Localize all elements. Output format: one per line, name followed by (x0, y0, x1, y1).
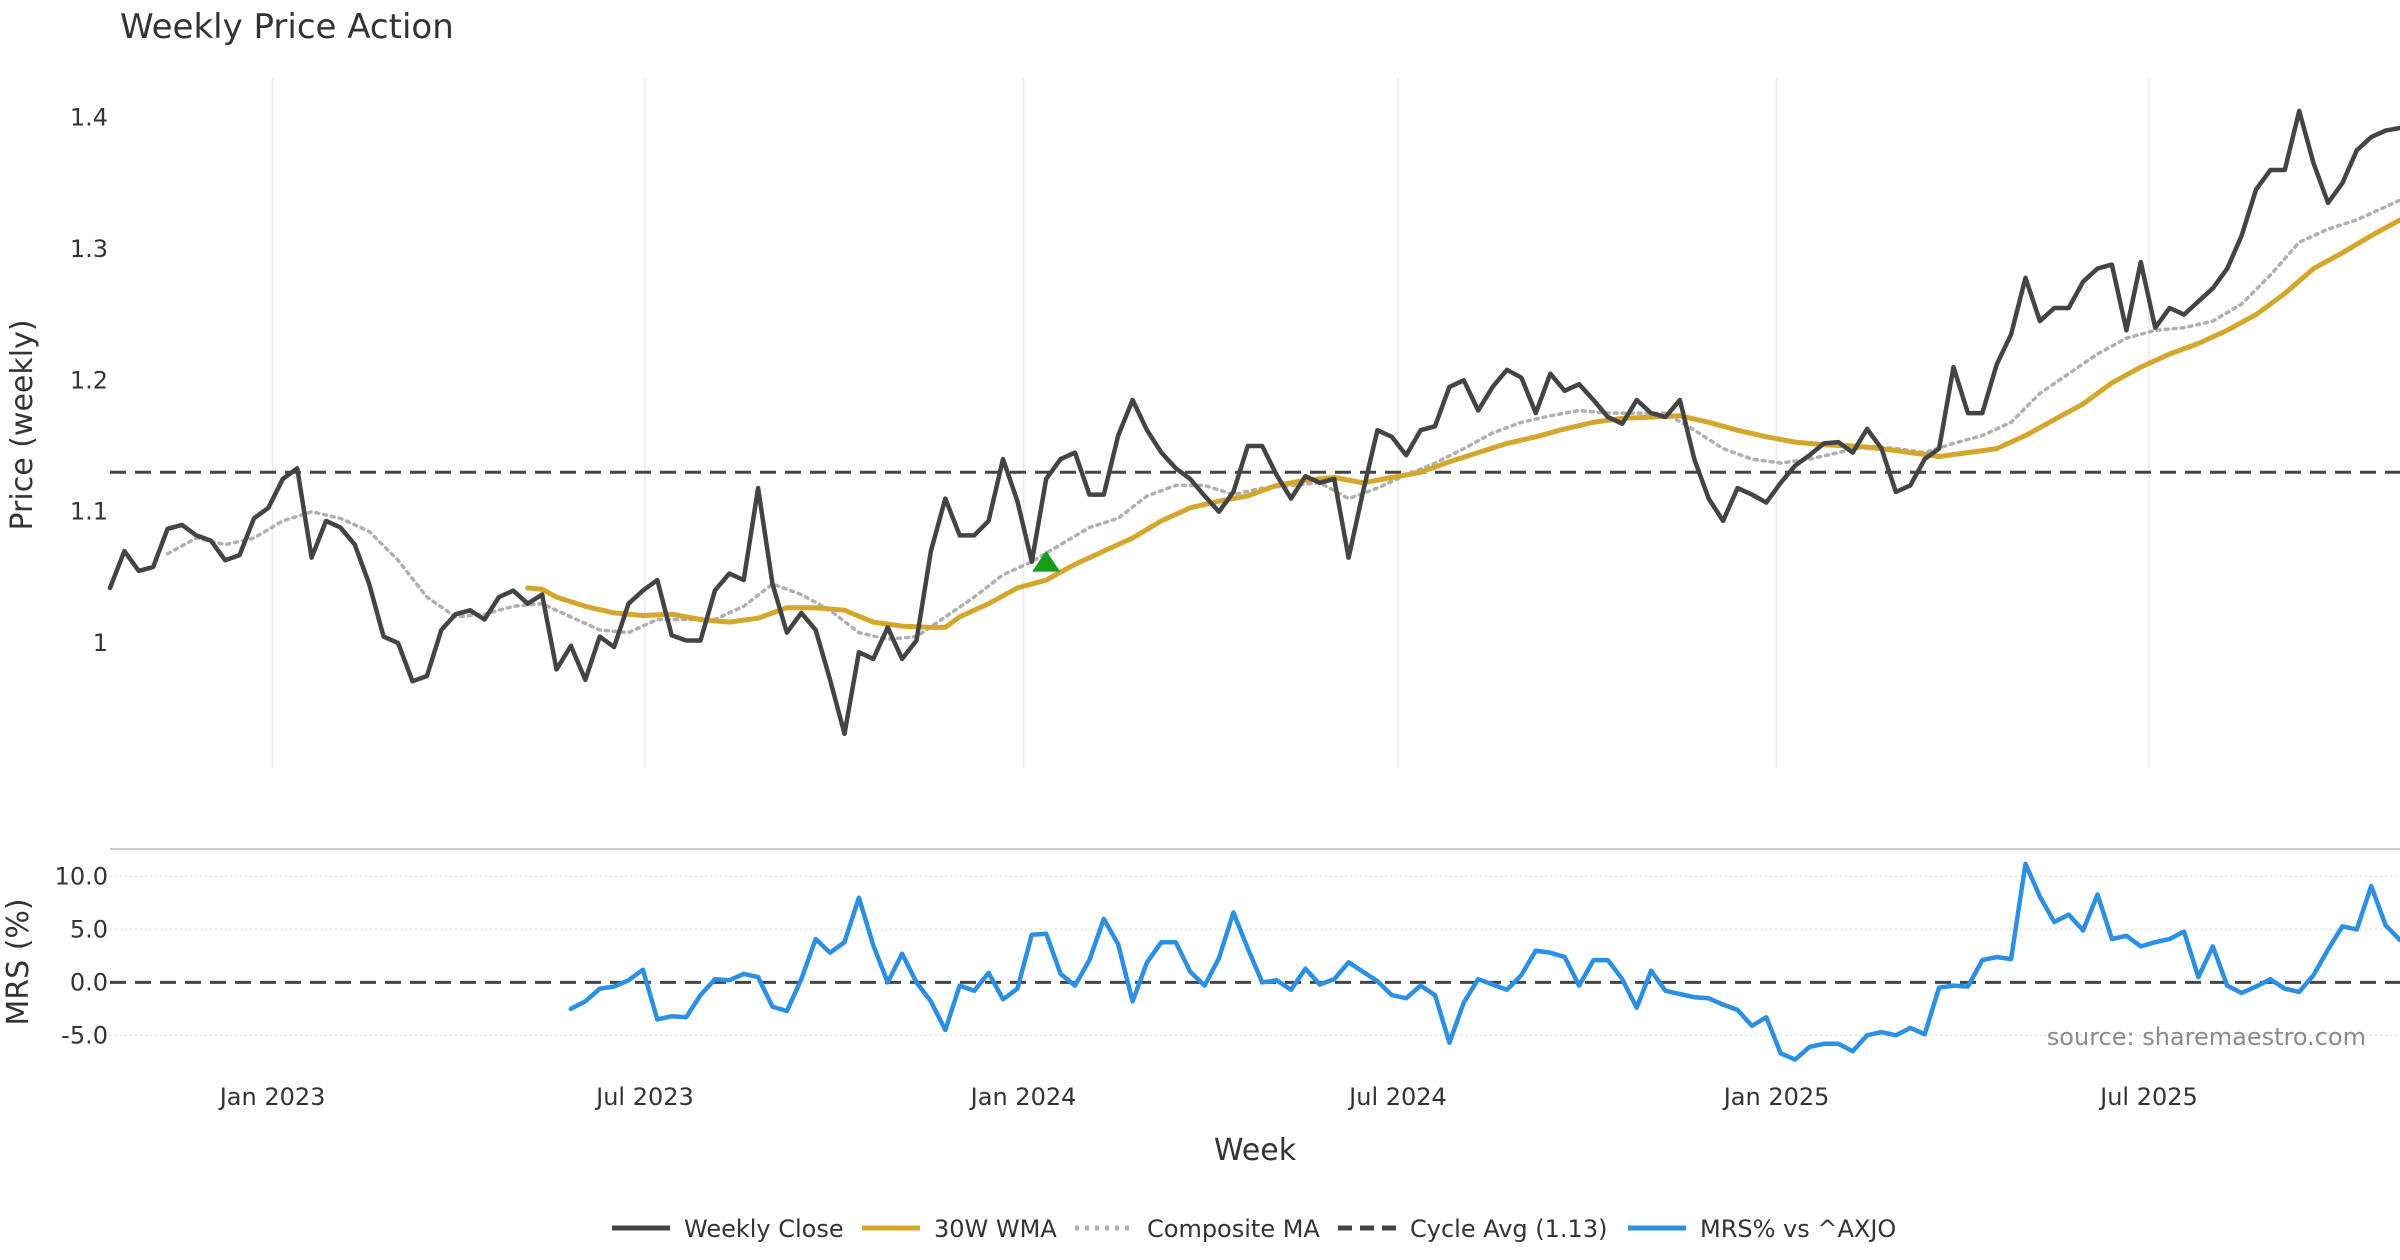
legend-item-mrs-vs-axjo: MRS% vs ^AXJO (1628, 1215, 1896, 1243)
mrs-y-tick-label: 5.0 (70, 915, 108, 943)
x-tick-label: Jul 2023 (594, 1083, 694, 1111)
mrs-y-tick-label: 0.0 (70, 968, 108, 996)
chart-title: Weekly Price Action (120, 7, 454, 47)
series-composite-ma (165, 198, 2400, 641)
legend-label: Cycle Avg (1.13) (1410, 1215, 1607, 1243)
price-series-group (107, 108, 2400, 737)
price-y-axis-label: Price (weekly) (5, 319, 40, 530)
x-tick-label: Jan 2025 (1722, 1083, 1830, 1111)
x-tick-label: Jul 2025 (2098, 1083, 2198, 1111)
series-30w-wma (525, 217, 2400, 630)
legend-label: 30W WMA (934, 1215, 1057, 1243)
x-tick-label: Jan 2023 (218, 1083, 326, 1111)
legend-item-30w-wma: 30W WMA (862, 1215, 1057, 1243)
price-grid (271, 78, 2150, 768)
x-tick-label: Jan 2024 (969, 1083, 1077, 1111)
price-y-tick-label: 1.2 (70, 366, 108, 394)
mrs-grid (110, 875, 2400, 1037)
mrs-y-ticks: -5.0 0.0 5.0 10.0 (55, 863, 108, 1050)
mrs-y-axis-label: MRS (%) (1, 898, 36, 1025)
price-y-tick-label: 1 (93, 629, 108, 657)
mrs-panel: -5.0 0.0 5.0 10.0 MRS (%) source: sharemaes… (1, 848, 2400, 1062)
source-annotation: source: sharemaestro.com (2047, 1023, 2366, 1051)
legend-label: Composite MA (1147, 1215, 1320, 1243)
x-axis-ticks: Jan 2023 Jul 2023 Jan 2024 Jul 2024 Jan 2025… (218, 1083, 2198, 1111)
legend-item-composite-ma: Composite MA (1075, 1215, 1320, 1243)
legend-label: Weekly Close (684, 1215, 844, 1243)
mrs-y-tick-label: 10.0 (55, 863, 108, 891)
mrs-y-tick-label: -5.0 (61, 1021, 108, 1049)
legend: Weekly Close 30W WMA Composite MA Cycle Avg… (612, 1215, 1896, 1243)
price-y-ticks: 1 1.1 1.2 1.3 1.4 (70, 103, 108, 657)
price-y-tick-label: 1.1 (70, 498, 108, 526)
buy-signal-marker (1032, 550, 1061, 572)
price-y-tick-label: 1.4 (70, 103, 108, 131)
legend-item-weekly-close: Weekly Close (612, 1215, 844, 1243)
x-tick-label: Jul 2024 (1347, 1083, 1447, 1111)
x-axis-label: Week (1214, 1133, 1297, 1168)
mrs-series-group (568, 861, 2400, 1062)
legend-item-cycle-avg-1-13: Cycle Avg (1.13) (1338, 1215, 1607, 1243)
series-weekly-close (107, 108, 2400, 737)
legend-label: MRS% vs ^AXJO (1700, 1215, 1896, 1243)
price-panel: 1 1.1 1.2 1.3 1.4 Price (weekly) (5, 78, 2400, 768)
price-y-tick-label: 1.3 (70, 235, 108, 263)
series-mrs-vs-axjo (568, 861, 2400, 1062)
